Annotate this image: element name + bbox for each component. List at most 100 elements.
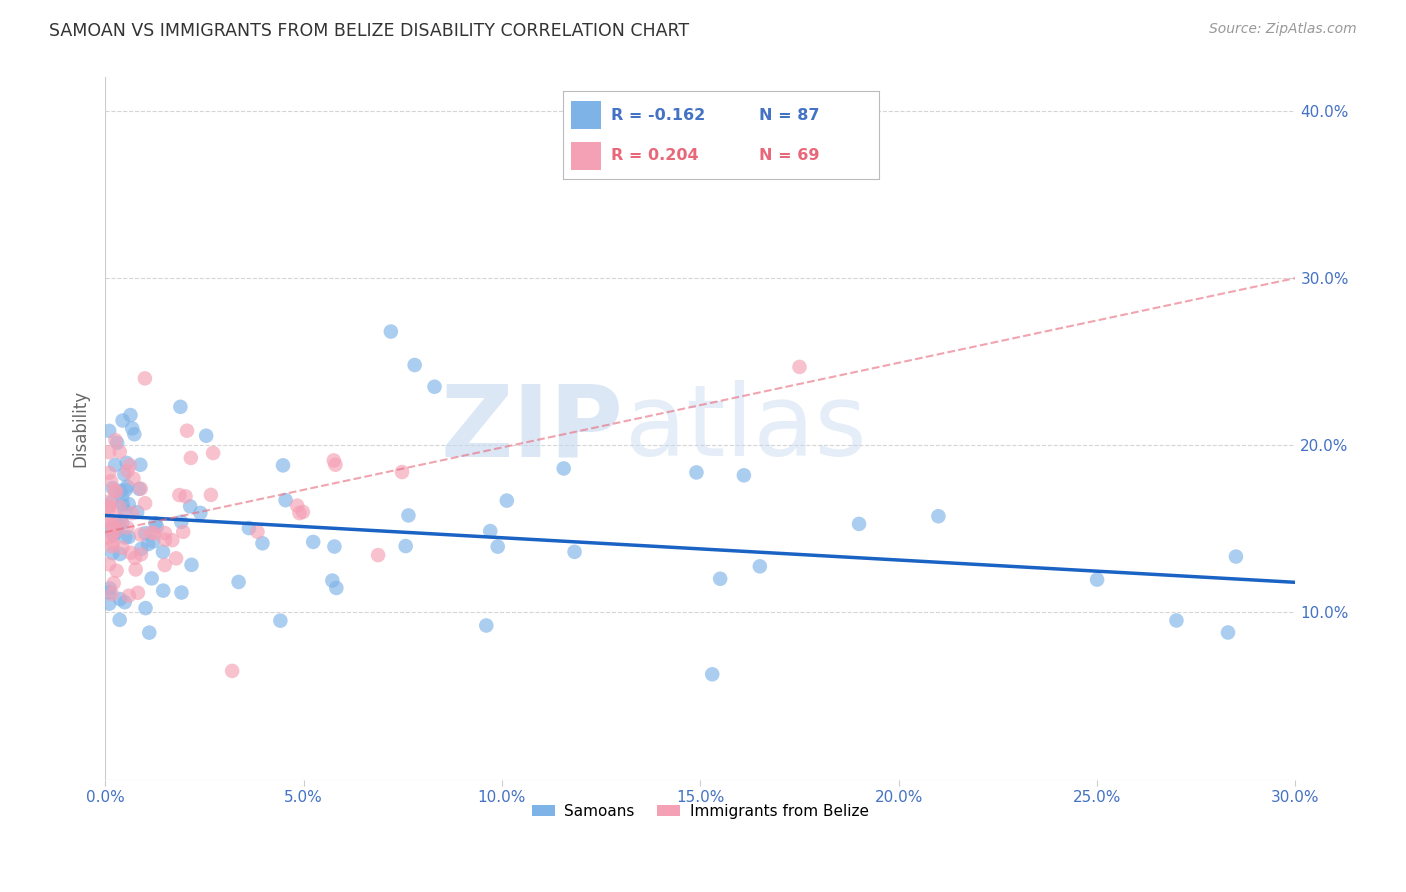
Point <box>117 521 139 535</box>
Legend: Samoans, Immigrants from Belize: Samoans, Immigrants from Belize <box>526 797 875 824</box>
Point <box>105 484 128 499</box>
Point <box>108 547 131 561</box>
Point <box>111 516 134 530</box>
Point <box>115 456 138 470</box>
Point <box>108 592 131 607</box>
Point <box>98 585 121 599</box>
Point <box>138 625 160 640</box>
Point <box>228 574 250 589</box>
Point <box>200 488 222 502</box>
Point <box>104 433 127 447</box>
Point <box>112 467 135 482</box>
Point <box>108 518 131 533</box>
Point <box>396 508 419 523</box>
Point <box>486 540 509 554</box>
Point <box>685 466 707 480</box>
Point <box>702 667 724 681</box>
Point <box>285 499 308 513</box>
Point <box>100 495 122 509</box>
Text: Source: ZipAtlas.com: Source: ZipAtlas.com <box>1209 22 1357 37</box>
Point <box>134 526 156 541</box>
Point <box>108 613 131 627</box>
Point <box>142 534 165 549</box>
Point <box>101 539 124 553</box>
Point <box>709 572 731 586</box>
Point <box>848 516 870 531</box>
Point <box>129 458 152 472</box>
Point <box>1085 573 1108 587</box>
Point <box>274 493 297 508</box>
Point <box>104 458 127 472</box>
Point <box>179 500 201 514</box>
Point <box>153 558 176 573</box>
Point <box>105 521 128 535</box>
Point <box>269 614 291 628</box>
Point <box>176 424 198 438</box>
Point <box>110 483 132 498</box>
Point <box>162 533 184 548</box>
Point <box>111 490 134 504</box>
Point <box>98 499 121 513</box>
Point <box>238 521 260 535</box>
Point <box>101 481 124 495</box>
Point <box>121 506 143 520</box>
Point <box>98 494 121 508</box>
Point <box>120 546 142 560</box>
Point <box>170 515 193 529</box>
Point <box>153 533 176 547</box>
Point <box>129 482 152 496</box>
Point <box>180 450 202 465</box>
Point <box>927 509 949 524</box>
Point <box>271 458 294 473</box>
Point <box>322 453 344 467</box>
Point <box>108 500 131 514</box>
Point <box>143 526 166 541</box>
Point <box>325 581 347 595</box>
Point <box>103 528 125 542</box>
Point <box>118 530 141 544</box>
Point <box>152 583 174 598</box>
Point <box>124 550 146 565</box>
Point <box>321 574 343 588</box>
Y-axis label: Disability: Disability <box>72 390 89 467</box>
Point <box>1225 549 1247 564</box>
Point <box>141 571 163 585</box>
Point <box>1166 614 1188 628</box>
Point <box>170 585 193 599</box>
Point <box>111 413 134 427</box>
Point <box>252 536 274 550</box>
Point <box>152 545 174 559</box>
Point <box>174 489 197 503</box>
Point <box>101 527 124 541</box>
Text: SAMOAN VS IMMIGRANTS FROM BELIZE DISABILITY CORRELATION CHART: SAMOAN VS IMMIGRANTS FROM BELIZE DISABIL… <box>49 22 689 40</box>
Point <box>101 537 124 551</box>
Point <box>129 527 152 541</box>
Point <box>98 558 121 572</box>
Point <box>111 541 134 555</box>
Point <box>423 380 446 394</box>
Point <box>128 482 150 496</box>
Point <box>291 505 314 519</box>
Point <box>495 493 517 508</box>
Point <box>202 446 225 460</box>
Point <box>129 541 152 556</box>
Point <box>98 530 121 544</box>
Point <box>100 474 122 488</box>
Point <box>101 518 124 533</box>
Point <box>104 525 127 540</box>
Point <box>395 539 418 553</box>
Point <box>145 516 167 531</box>
Point <box>479 524 502 538</box>
Point <box>103 576 125 591</box>
Point <box>104 524 127 538</box>
Point <box>98 522 121 536</box>
Point <box>103 483 125 498</box>
Point <box>302 535 325 549</box>
Point <box>153 526 176 541</box>
Point <box>134 496 156 510</box>
Point <box>108 444 131 458</box>
Point <box>115 479 138 493</box>
Point <box>325 458 347 472</box>
Point <box>105 435 128 450</box>
Point <box>1216 625 1239 640</box>
